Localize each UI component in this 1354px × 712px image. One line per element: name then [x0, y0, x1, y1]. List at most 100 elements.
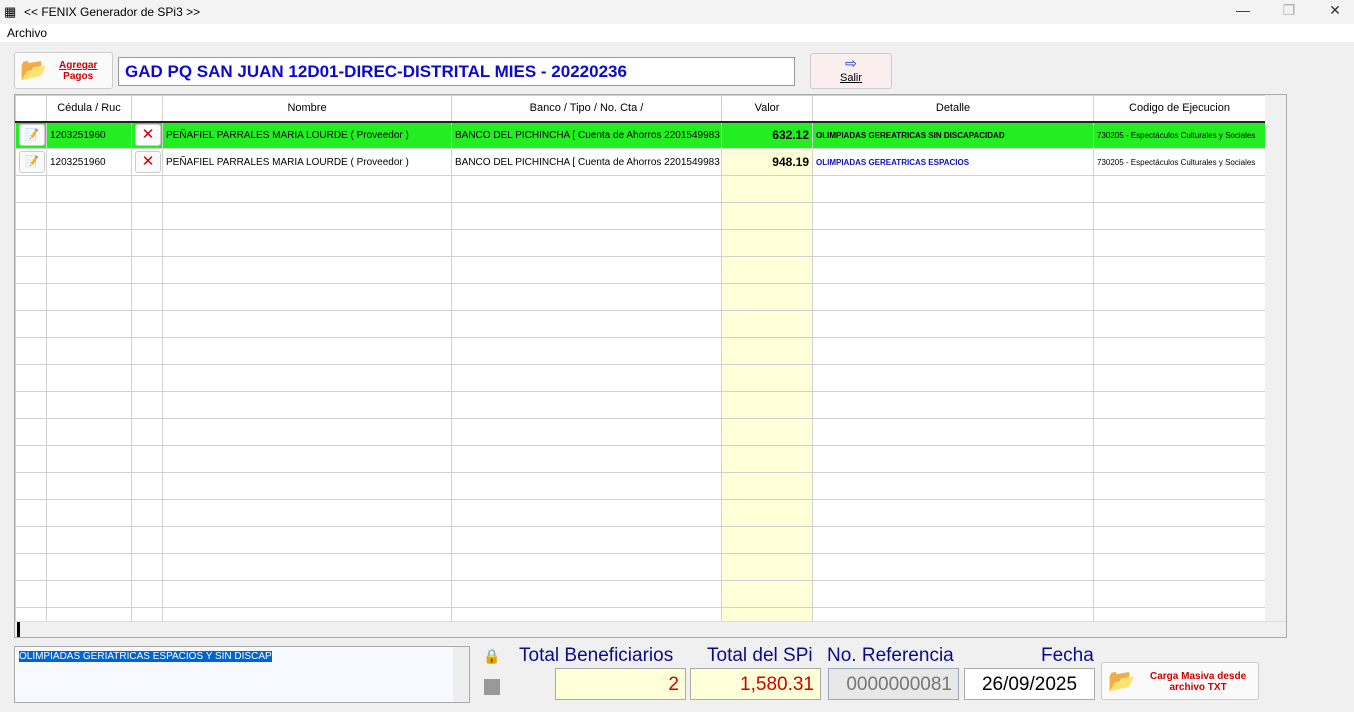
nombre-cell — [162, 472, 452, 500]
delete-icon[interactable]: ✕ — [135, 151, 161, 173]
column-header[interactable] — [131, 95, 163, 123]
cedula-cell — [46, 580, 132, 608]
salir-button[interactable]: ⇨ Salir — [810, 53, 892, 89]
minimize-button[interactable]: — — [1236, 2, 1250, 18]
table-row[interactable]: 📝 1203251960 ✕ PEÑAFIEL PARRALES MARIA LOUR… — [15, 148, 1266, 176]
del-cell: ✕ — [131, 121, 163, 149]
detalle-cell — [812, 580, 1094, 608]
column-header[interactable]: Nombre — [162, 95, 452, 123]
detalle-cell — [812, 202, 1094, 230]
column-header[interactable]: Valor — [721, 95, 813, 123]
banco-cell — [451, 526, 722, 554]
nombre-cell — [162, 499, 452, 527]
menu-archivo[interactable]: Archivo — [7, 26, 48, 40]
referencia-label: No. Referencia — [827, 645, 954, 666]
memo-field[interactable]: OLIMPIADAS GERIATRICAS ESPACIOS Y SIN DI… — [14, 646, 470, 703]
horizontal-scrollbar[interactable] — [15, 621, 1286, 637]
banco-cell — [451, 202, 722, 230]
codigo-cell — [1093, 310, 1266, 338]
nombre-cell — [162, 256, 452, 284]
detalle-cell — [812, 526, 1094, 554]
agregar-pagos-button[interactable]: 📂 Agregar Pagos — [14, 52, 113, 89]
del-cell — [131, 391, 163, 419]
valor-cell — [721, 202, 813, 230]
lock-icon[interactable]: 🔒 — [483, 648, 501, 664]
empty-row[interactable] — [15, 580, 1266, 608]
detalle-cell — [812, 391, 1094, 419]
empty-row[interactable] — [15, 418, 1266, 446]
column-header[interactable]: Detalle — [812, 95, 1094, 123]
cedula-cell — [46, 391, 132, 419]
empty-row[interactable] — [15, 310, 1266, 338]
detalle-cell — [812, 256, 1094, 284]
column-header[interactable] — [15, 95, 47, 123]
del-cell — [131, 283, 163, 311]
edit-icon[interactable]: 📝 — [19, 124, 45, 147]
codigo-cell: 730205 - Espectáculos Culturales y Socia… — [1093, 121, 1266, 149]
empty-row[interactable] — [15, 283, 1266, 311]
close-button[interactable]: ✕ — [1329, 2, 1341, 18]
empty-row[interactable] — [15, 229, 1266, 257]
carga-masiva-button[interactable]: 📂 Carga Masiva desde archivo TXT — [1101, 662, 1259, 700]
column-header[interactable]: Banco / Tipo / No. Cta / — [451, 95, 722, 123]
empty-row[interactable] — [15, 391, 1266, 419]
empty-row[interactable] — [15, 337, 1266, 365]
fecha-label: Fecha — [1041, 645, 1094, 666]
edit-icon[interactable]: 📝 — [19, 151, 45, 173]
cedula-cell — [46, 418, 132, 446]
empty-row[interactable] — [15, 445, 1266, 473]
banco-cell — [451, 580, 722, 608]
empty-row[interactable] — [15, 553, 1266, 581]
del-cell — [131, 526, 163, 554]
nombre-cell: PEÑAFIEL PARRALES MARIA LOURDE ( Proveed… — [162, 121, 452, 149]
fecha-field[interactable]: 26/09/2025 — [964, 668, 1095, 700]
codigo-cell — [1093, 499, 1266, 527]
stop-icon[interactable] — [484, 679, 500, 695]
cedula-cell — [46, 337, 132, 365]
valor-cell — [721, 175, 813, 203]
banco-cell: BANCO DEL PICHINCHA [ Cuenta de Ahorros … — [451, 148, 722, 176]
codigo-cell — [1093, 391, 1266, 419]
empty-row[interactable] — [15, 202, 1266, 230]
codigo-cell — [1093, 553, 1266, 581]
total-spi-field: 1,580.31 — [690, 668, 821, 700]
column-header[interactable]: Codigo de Ejecucion — [1093, 95, 1266, 123]
vertical-scrollbar[interactable] — [1265, 95, 1286, 621]
maximize-button[interactable]: ❐ — [1282, 2, 1296, 18]
edit-cell — [15, 337, 47, 365]
empty-row[interactable] — [15, 175, 1266, 203]
empty-row[interactable] — [15, 526, 1266, 554]
edit-cell — [15, 175, 47, 203]
empty-row[interactable] — [15, 472, 1266, 500]
nombre-cell — [162, 526, 452, 554]
column-header[interactable]: Cédula / Ruc — [46, 95, 132, 123]
banco-cell — [451, 472, 722, 500]
delete-icon[interactable]: ✕ — [135, 124, 161, 147]
valor-cell — [721, 283, 813, 311]
detalle-cell: OLIMPIADAS GEREATRICAS SIN DISCAPACIDAD — [812, 121, 1094, 149]
banco-cell — [451, 391, 722, 419]
detalle-cell — [812, 418, 1094, 446]
edit-cell — [15, 256, 47, 284]
cedula-cell — [46, 445, 132, 473]
del-cell — [131, 445, 163, 473]
del-cell — [131, 553, 163, 581]
valor-cell — [721, 580, 813, 608]
detalle-cell — [812, 175, 1094, 203]
del-cell — [131, 256, 163, 284]
referencia-field[interactable]: 0000000081 — [828, 668, 959, 700]
nombre-cell — [162, 445, 452, 473]
empty-row[interactable] — [15, 499, 1266, 527]
payments-grid[interactable]: Cédula / Ruc Nombre Banco / Tipo / No. Cta… — [14, 94, 1287, 638]
table-row[interactable]: 📝 1203251960 ✕ PEÑAFIEL PARRALES MARIA LOUR… — [15, 121, 1266, 149]
codigo-cell — [1093, 283, 1266, 311]
detalle-cell: OLIMPIADAS GEREATRICAS ESPACIOS — [812, 148, 1094, 176]
banco-cell — [451, 256, 722, 284]
nombre-cell — [162, 283, 452, 311]
detalle-cell — [812, 310, 1094, 338]
edit-cell — [15, 418, 47, 446]
empty-row[interactable] — [15, 256, 1266, 284]
nombre-cell — [162, 418, 452, 446]
valor-cell — [721, 364, 813, 392]
empty-row[interactable] — [15, 364, 1266, 392]
